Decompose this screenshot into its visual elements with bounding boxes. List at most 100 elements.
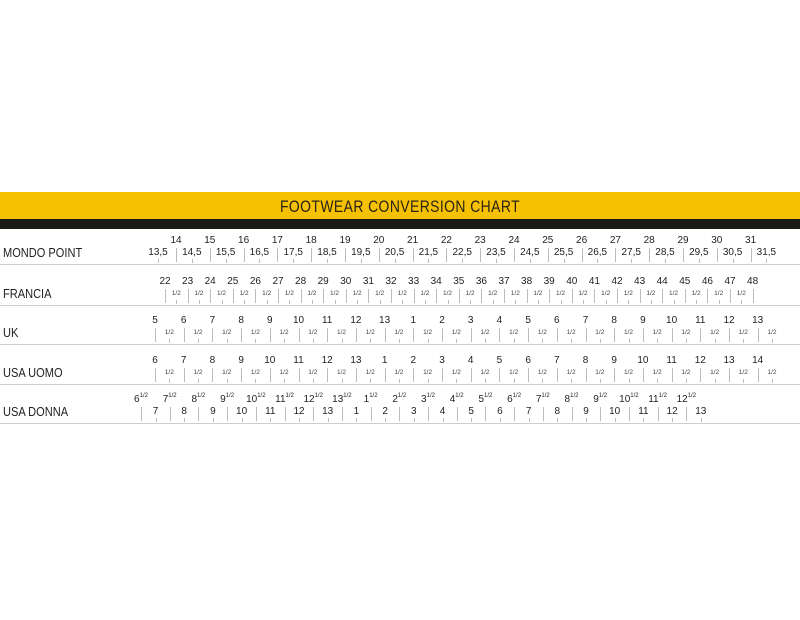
major-size-label: 26 <box>576 235 588 246</box>
major-size-label: 9 <box>238 355 244 366</box>
major-size-label: 25 <box>542 235 554 246</box>
minor-tick <box>198 379 199 383</box>
minor-size-label: 30,5 <box>722 247 743 258</box>
minor-size-label: 16,5 <box>249 247 270 258</box>
major-tick <box>210 289 212 303</box>
major-size-label: 10 <box>264 355 276 366</box>
minor-size-label: 28,5 <box>655 247 675 258</box>
minor-size-label: 6 <box>497 406 503 417</box>
major-tick <box>585 328 587 342</box>
title-band <box>0 192 800 219</box>
minor-size-label: 1/2 <box>193 329 203 336</box>
minor-size-label: 1/2 <box>164 369 174 376</box>
major-size-label: 28 <box>643 235 655 246</box>
major-size-label: 19 <box>339 235 351 246</box>
minor-tick <box>631 259 633 263</box>
major-size-label: 35 <box>453 276 465 287</box>
major-size-label: 9 <box>640 315 646 326</box>
minor-size-label: 1/2 <box>222 369 232 376</box>
major-size-label: 8 <box>611 315 617 326</box>
major-tick <box>600 407 602 421</box>
major-size-label: 12 <box>723 315 735 326</box>
major-size-label: 4 <box>496 315 503 326</box>
major-tick <box>368 289 370 303</box>
minor-size-label: 31,5 <box>756 247 777 258</box>
minor-size-label: 20,5 <box>384 247 405 258</box>
minor-tick <box>628 339 630 343</box>
minor-tick <box>158 259 159 263</box>
minor-tick <box>714 339 716 343</box>
major-size-label: 8 <box>209 355 216 366</box>
minor-size-label: 22,5 <box>452 247 472 258</box>
minor-tick <box>259 259 261 263</box>
major-size-label: 6 <box>554 315 560 326</box>
minor-tick <box>643 418 645 422</box>
major-tick <box>284 407 286 421</box>
minor-tick <box>198 339 199 343</box>
minor-size-label: 1/2 <box>555 290 566 297</box>
row-separator <box>0 423 800 424</box>
major-tick <box>757 328 759 342</box>
major-tick <box>556 368 558 382</box>
minor-tick <box>299 418 300 422</box>
major-tick <box>169 407 171 421</box>
major-size-label: 11 <box>666 355 677 366</box>
major-tick <box>528 328 530 342</box>
major-tick <box>165 289 166 303</box>
minor-size-label: 1/2 <box>394 369 404 376</box>
minor-size-label: 1/2 <box>423 329 433 336</box>
major-tick <box>514 407 516 421</box>
major-tick <box>481 289 483 303</box>
minor-tick <box>685 339 687 343</box>
major-tick <box>707 289 709 303</box>
minor-size-label: 1/2 <box>375 290 385 297</box>
major-size-label: 11 <box>695 315 706 326</box>
row-label: FRANCIA <box>3 286 52 301</box>
minor-size-label: 1/2 <box>308 369 318 376</box>
major-size-label: 12 <box>350 315 362 326</box>
minor-tick <box>341 379 343 383</box>
minor-tick <box>560 300 562 304</box>
major-tick <box>300 289 302 303</box>
major-tick <box>649 248 651 262</box>
chart-title: FOOTWEAR CONVERSION CHART <box>279 197 521 216</box>
minor-tick <box>743 339 745 343</box>
minor-tick <box>428 259 430 263</box>
minor-size-label: 1/2 <box>623 329 634 336</box>
minor-size-label: 1/2 <box>623 290 633 297</box>
minor-size-label: 14,5 <box>182 247 202 258</box>
minor-size-label: 1/2 <box>738 329 748 336</box>
major-tick <box>499 368 501 382</box>
major-tick <box>269 328 271 342</box>
minor-size-label: 27,5 <box>621 247 641 258</box>
minor-tick <box>191 259 193 263</box>
major-size-label: 7 <box>554 355 560 366</box>
major-size-label: 91/2 <box>593 393 608 405</box>
major-size-label: 37 <box>498 276 510 287</box>
major-tick <box>436 289 438 303</box>
minor-tick <box>470 300 472 304</box>
minor-tick <box>169 379 171 383</box>
minor-tick <box>515 300 517 304</box>
minor-tick <box>225 259 227 263</box>
minor-tick <box>357 300 359 304</box>
major-tick <box>212 368 214 382</box>
minor-size-label: 1/2 <box>595 369 605 376</box>
major-tick <box>729 368 730 382</box>
minor-size-label: 11 <box>265 406 276 417</box>
minor-size-label: 1/2 <box>537 369 547 376</box>
minor-size-label: 1/2 <box>442 290 453 297</box>
major-tick <box>750 248 752 262</box>
minor-tick <box>379 300 381 304</box>
minor-size-label: 10 <box>609 406 621 417</box>
major-size-label: 7 <box>180 355 187 366</box>
minor-size-label: 1/2 <box>623 369 634 376</box>
minor-tick <box>241 418 243 422</box>
minor-size-label: 25,5 <box>553 247 574 258</box>
major-size-label: 51/2 <box>478 393 493 405</box>
minor-size-label: 10 <box>236 406 248 417</box>
major-size-label: 41 <box>588 276 600 287</box>
major-tick <box>642 368 644 382</box>
minor-tick <box>628 300 630 304</box>
major-size-label: 6 <box>525 355 531 366</box>
